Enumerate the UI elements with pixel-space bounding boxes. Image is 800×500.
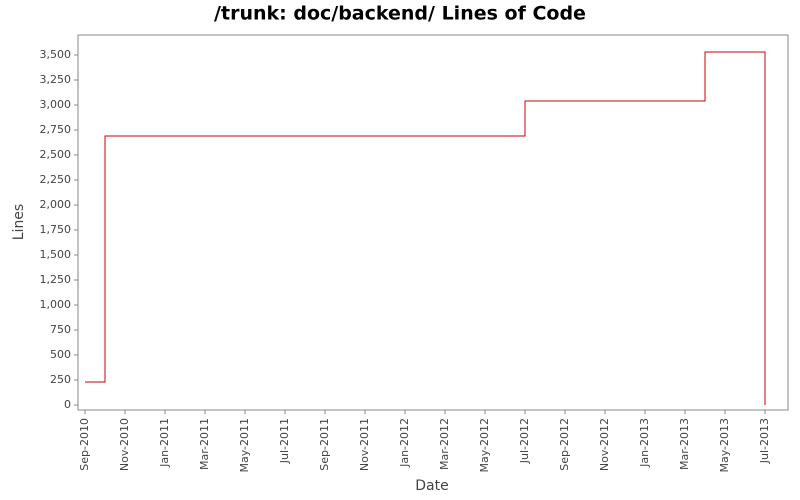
line <box>85 51 766 405</box>
y-tick-label: 1,750 <box>40 223 72 236</box>
x-tick-label: Jul-2012 <box>518 418 531 464</box>
x-tick-label: Jul-2011 <box>278 418 291 464</box>
x-tick-label: Jan-2012 <box>398 418 411 468</box>
chart-title: /trunk: doc/backend/ Lines of Code <box>214 3 586 25</box>
y-tick-label: 3,500 <box>40 48 72 61</box>
x-tick-label: May-2013 <box>718 418 731 473</box>
plot-area <box>77 34 789 411</box>
y-tick-label: 2,750 <box>40 123 72 136</box>
x-tick-label: Jan-2013 <box>638 418 651 468</box>
x-tick-label: May-2011 <box>238 418 251 473</box>
x-tick-label: Nov-2011 <box>358 418 371 471</box>
x-tick-label: Sep-2011 <box>318 418 331 471</box>
y-tick-label: 2,000 <box>40 198 72 211</box>
x-tick-label: Mar-2011 <box>198 418 211 470</box>
x-tick-label: Mar-2013 <box>678 418 691 470</box>
y-tick-label: 3,000 <box>40 98 72 111</box>
x-tick-label: Sep-2010 <box>78 418 91 471</box>
x-tick-label: May-2012 <box>478 418 491 473</box>
x-axis-label: Date <box>415 478 448 494</box>
y-tick-label: 1,250 <box>40 273 72 286</box>
y-tick-label: 2,250 <box>40 173 72 186</box>
y-tick-label: 750 <box>50 323 71 336</box>
x-tick-label: Jan-2011 <box>158 418 171 468</box>
y-axis-label: Lines <box>11 204 27 240</box>
x-tick-label: Jul-2013 <box>758 418 771 464</box>
y-tick-label: 2,500 <box>40 148 72 161</box>
x-tick-label: Mar-2012 <box>438 418 451 470</box>
x-tick-label: Sep-2012 <box>558 418 571 471</box>
x-tick-label: Nov-2010 <box>118 418 131 471</box>
x-tick-label: Nov-2012 <box>598 418 611 471</box>
y-tick-label: 1,500 <box>40 248 72 261</box>
y-tick-label: 1,000 <box>40 298 72 311</box>
y-tick-label: 500 <box>50 348 71 361</box>
y-tick-label: 0 <box>64 398 71 411</box>
y-tick-label: 250 <box>50 373 71 386</box>
y-tick-label: 3,250 <box>40 73 72 86</box>
